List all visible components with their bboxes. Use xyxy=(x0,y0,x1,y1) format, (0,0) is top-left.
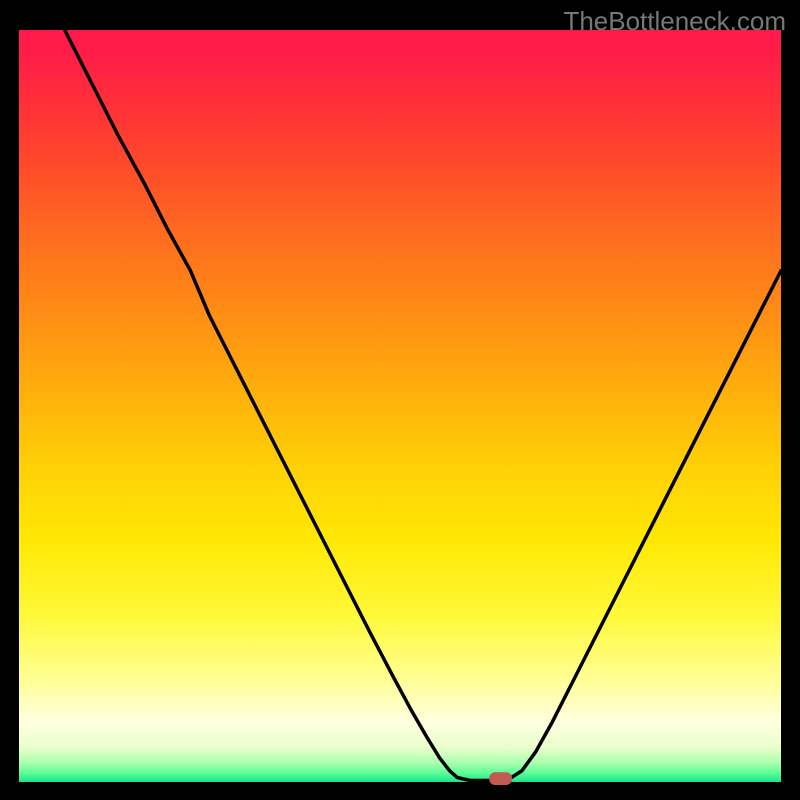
chart-frame: TheBottleneck.com xyxy=(0,0,800,800)
optimum-marker xyxy=(489,772,512,785)
plot-background xyxy=(19,30,781,782)
bottleneck-chart xyxy=(0,0,800,800)
